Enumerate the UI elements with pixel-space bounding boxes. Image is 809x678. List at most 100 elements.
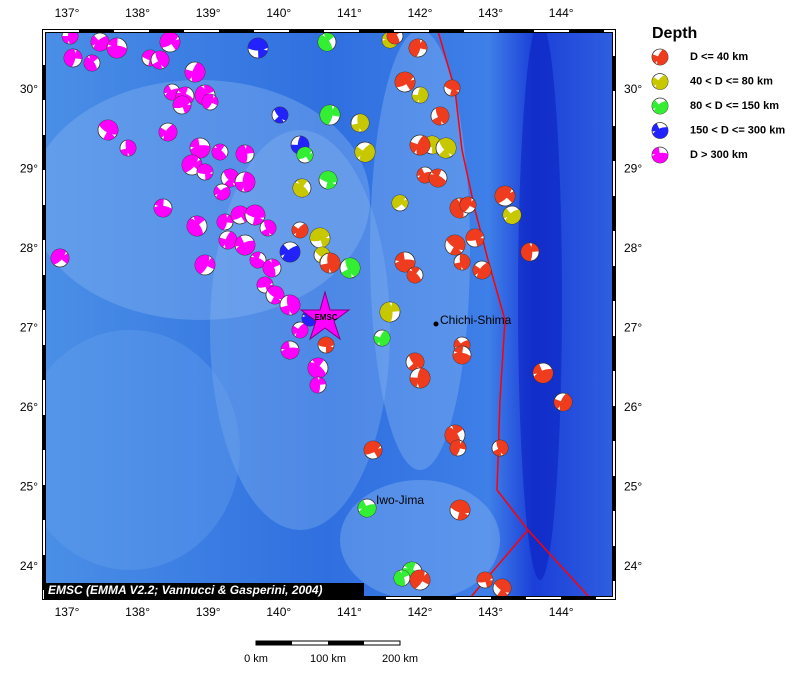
place-label: Chichi-Shima xyxy=(440,313,512,327)
lon-label-bottom: 138° xyxy=(125,605,150,619)
credit: EMSC (EMMA V2.2; Vannucci & Gasperini, 2… xyxy=(48,583,323,597)
beachball xyxy=(319,104,341,126)
beachball-quadrant xyxy=(231,206,248,221)
beachball-quadrant xyxy=(458,441,466,450)
plate-boundary xyxy=(437,31,591,598)
beachball-quadrant xyxy=(312,358,325,368)
beachball xyxy=(234,171,256,193)
beachball-quadrant xyxy=(320,238,330,248)
beachball-quadrant xyxy=(409,39,421,57)
beachball xyxy=(186,215,208,237)
beachball-quadrant xyxy=(466,229,484,241)
lon-label-bottom: 143° xyxy=(478,605,503,619)
beachball xyxy=(159,31,181,53)
beachball xyxy=(211,143,229,161)
beachball xyxy=(90,32,110,52)
epicenter-label: EMSC xyxy=(314,313,337,322)
beachball xyxy=(83,54,101,72)
beachball xyxy=(218,230,238,250)
beachball-quadrant xyxy=(521,243,533,261)
beachball-quadrant xyxy=(405,79,415,91)
beachball-quadrant xyxy=(435,107,449,124)
beachball-quadrant xyxy=(450,440,461,456)
beachball-quadrant xyxy=(358,504,376,517)
beachball-quadrant xyxy=(225,231,237,249)
beachball xyxy=(150,50,170,70)
lat-label-right: 27° xyxy=(624,321,642,335)
beachball-quadrant xyxy=(495,186,512,204)
beachball-quadrant xyxy=(281,341,290,350)
island xyxy=(433,321,439,327)
beachball xyxy=(411,86,429,104)
beachball-quadrant xyxy=(449,88,459,96)
beachball-quadrant xyxy=(444,80,460,91)
beachball-quadrant xyxy=(431,169,442,178)
beachball-quadrant xyxy=(554,398,563,410)
beachball xyxy=(465,228,485,248)
beachball-quadrant xyxy=(364,441,381,455)
beachball-quadrant xyxy=(310,377,321,393)
lat-label-right: 28° xyxy=(624,241,642,255)
beachball-quadrant xyxy=(251,252,261,260)
beachball-quadrant xyxy=(258,48,268,58)
beachball-quadrant xyxy=(330,106,340,117)
lon-label-top: 144° xyxy=(549,6,574,20)
beachball-quadrant xyxy=(533,363,543,374)
beachball-quadrant xyxy=(652,123,660,132)
beachball-quadrant xyxy=(652,99,660,110)
lon-label-bottom: 144° xyxy=(549,605,574,619)
beachball xyxy=(444,234,466,256)
beachball-quadrant xyxy=(410,141,420,154)
beachball-quadrant xyxy=(187,218,204,236)
beachball xyxy=(406,266,424,284)
beachball-quadrant xyxy=(533,369,553,383)
trench xyxy=(518,31,562,580)
beachball xyxy=(189,137,211,159)
plate-boundary xyxy=(469,529,529,598)
beachball-quadrant xyxy=(274,107,288,121)
beachball-quadrant xyxy=(387,31,400,44)
beachball xyxy=(379,301,401,323)
beachball xyxy=(307,357,329,379)
beachball-quadrant xyxy=(197,164,213,174)
beachball xyxy=(318,170,338,190)
beachball-quadrant xyxy=(274,115,284,123)
beachball xyxy=(409,367,431,389)
beachball-quadrant xyxy=(212,147,227,160)
beachball xyxy=(428,168,448,188)
beachball xyxy=(97,119,119,141)
lon-label-top: 138° xyxy=(125,6,150,20)
beachball-quadrant xyxy=(395,72,414,88)
beachball-quadrant xyxy=(453,352,471,364)
beachball xyxy=(409,569,431,591)
beachball-quadrant xyxy=(163,124,177,141)
beachball-quadrant xyxy=(216,186,230,200)
beachball-quadrant xyxy=(410,570,425,589)
beachball xyxy=(271,106,289,124)
beachball-quadrant xyxy=(305,152,313,162)
lon-label-bottom: 140° xyxy=(266,605,291,619)
beachball xyxy=(520,242,540,262)
beachball xyxy=(106,37,128,59)
beachball xyxy=(449,439,467,457)
beachball xyxy=(196,163,214,181)
beachball xyxy=(172,95,192,115)
beachball xyxy=(435,137,457,159)
beachball-quadrant xyxy=(400,198,408,209)
beachball xyxy=(319,252,341,274)
beachball-quadrant xyxy=(652,127,668,139)
lat-label-left: 24° xyxy=(20,559,38,573)
lon-label-top: 143° xyxy=(478,6,503,20)
beachball-bg xyxy=(664,534,687,557)
beachball-quadrant xyxy=(214,186,222,196)
beachball-quadrant xyxy=(51,249,66,265)
beachball-quadrant xyxy=(297,147,312,160)
beachball-quadrant xyxy=(152,60,163,69)
beachball-quadrant xyxy=(418,40,427,50)
beachball-bg xyxy=(659,569,681,591)
beachball-quadrant xyxy=(395,252,405,262)
beachball-quadrant xyxy=(476,262,491,279)
beachball-quadrant xyxy=(418,87,428,103)
beachball-quadrant xyxy=(505,209,521,224)
